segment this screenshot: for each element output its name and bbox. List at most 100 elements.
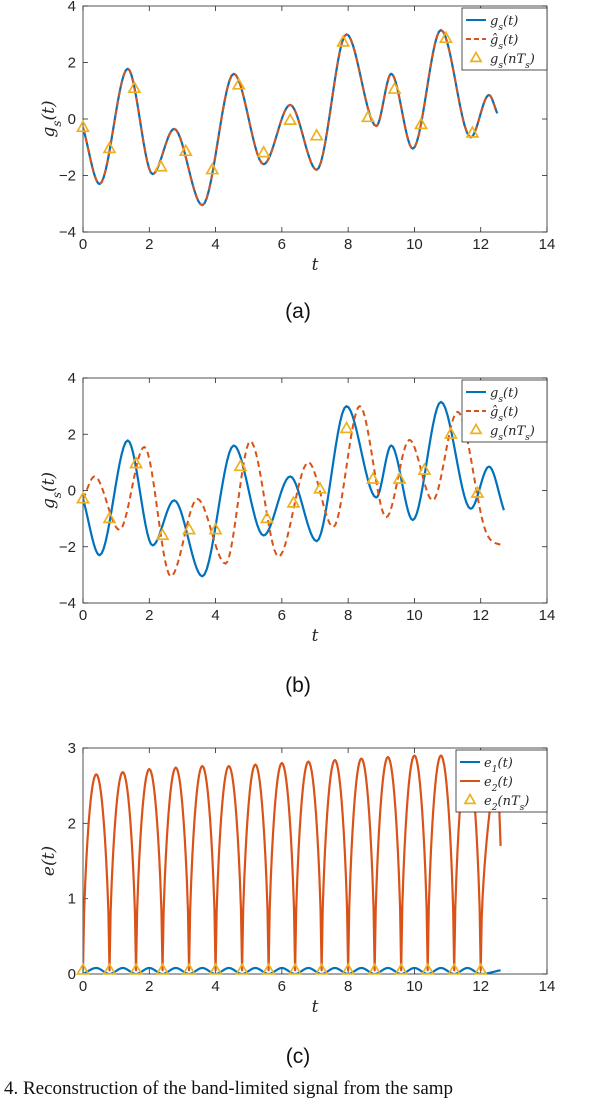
x-tick-label-b-5: 10 bbox=[406, 607, 423, 624]
x-tick-label-b-1: 2 bbox=[145, 607, 153, 624]
sample-marker-c-10 bbox=[341, 962, 356, 975]
subfigure-label-c: (c) bbox=[286, 1045, 311, 1068]
figure-caption: 4. Reconstruction of the band-limited si… bbox=[4, 1078, 453, 1098]
x-tick-label-a-5: 10 bbox=[406, 236, 423, 253]
sample-marker-c-1 bbox=[102, 962, 117, 975]
x-tick-label-b-4: 8 bbox=[344, 607, 352, 624]
y-tick-label-c-0: 0 bbox=[68, 966, 76, 983]
sample-marker-b-8 bbox=[286, 495, 301, 508]
sample-marker-a-1 bbox=[102, 140, 117, 154]
x-tick-label-c-6: 12 bbox=[472, 978, 489, 995]
series-line-a-1 bbox=[83, 29, 499, 207]
y-tick-label-c-3: 3 bbox=[68, 740, 76, 757]
y-tick-label-a-0: −4 bbox=[59, 224, 76, 241]
x-tick-label-a-4: 8 bbox=[344, 236, 352, 253]
sample-marker-a-6 bbox=[231, 77, 246, 90]
legend-swatch-a-2 bbox=[469, 50, 483, 63]
legend-label-b-2: gs(nTs) bbox=[490, 424, 535, 443]
subfigure-label-a: (a) bbox=[285, 300, 311, 323]
sample-marker-a-2 bbox=[127, 80, 142, 94]
y-tick-label-a-2: 0 bbox=[68, 111, 76, 128]
sample-marker-a-14 bbox=[438, 30, 453, 44]
sample-marker-c-14 bbox=[447, 962, 462, 975]
sample-marker-c-3 bbox=[155, 962, 170, 975]
chart-panel-b: 0 2 4 6 8 10 12 14−4−2024tgs(t)gs(t)ĝs(t)gs(nTs… bbox=[39, 370, 555, 646]
legend-label-c-2: e2(nTs) bbox=[484, 794, 529, 813]
sample-marker-b-10 bbox=[339, 420, 354, 434]
y-tick-label-a-3: 2 bbox=[68, 55, 76, 72]
legend-label-b-1: ĝs(t) bbox=[490, 405, 518, 424]
series-layer-a bbox=[83, 28, 499, 207]
sample-marker-c-7 bbox=[261, 962, 276, 975]
sample-marker-c-15 bbox=[473, 962, 488, 975]
y-axis-label-b: gs(t) bbox=[39, 472, 64, 509]
sample-marker-b-15 bbox=[470, 485, 485, 498]
y-tick-label-c-1: 1 bbox=[68, 891, 76, 908]
legend-box-c bbox=[455, 749, 548, 813]
sample-marker-b-11 bbox=[366, 471, 380, 484]
sample-marker-a-4 bbox=[178, 143, 193, 157]
sample-marker-b-14 bbox=[443, 426, 458, 439]
legend-label-c-0: e1(t) bbox=[484, 756, 513, 775]
sample-marker-b-13 bbox=[417, 462, 432, 475]
y-tick-label-a-4: 4 bbox=[68, 0, 76, 15]
x-tick-label-a-2: 4 bbox=[211, 236, 219, 253]
sample-marker-a-10 bbox=[336, 34, 351, 47]
x-tick-label-c-0: 0 bbox=[79, 978, 87, 995]
x-axis-label-c: t bbox=[312, 997, 319, 1017]
y-tick-label-b-0: −4 bbox=[59, 595, 76, 612]
x-tick-label-c-4: 8 bbox=[344, 978, 352, 995]
sample-marker-c-13 bbox=[420, 962, 435, 975]
x-tick-label-a-7: 14 bbox=[539, 236, 556, 253]
sample-marker-a-0 bbox=[76, 119, 90, 133]
sample-marker-a-3 bbox=[153, 159, 168, 172]
x-tick-label-a-3: 6 bbox=[278, 236, 286, 253]
y-tick-label-c-2: 2 bbox=[68, 815, 76, 832]
sample-marker-a-5 bbox=[205, 162, 220, 175]
sample-marker-b-2 bbox=[129, 456, 144, 469]
chart-panel-a: 0 2 4 6 8 10 12 14−4−2024tgs(t)gs(t)ĝs(t)gs(nTs… bbox=[39, 0, 555, 275]
sample-marker-b-12 bbox=[392, 471, 407, 484]
sample-marker-b-3 bbox=[155, 527, 170, 541]
sample-marker-b-9 bbox=[312, 481, 327, 494]
legend-b: gs(t)ĝs(t)gs(nTs) bbox=[461, 379, 548, 443]
x-tick-label-b-3: 6 bbox=[278, 607, 286, 624]
sample-marker-c-5 bbox=[208, 962, 223, 975]
x-tick-label-c-3: 6 bbox=[278, 978, 286, 995]
y-axis-label-c: e(t) bbox=[39, 846, 59, 876]
sample-marker-a-11 bbox=[361, 109, 376, 123]
legend-a: gs(t)ĝs(t)gs(nTs) bbox=[461, 7, 548, 71]
sample-marker-b-4 bbox=[182, 522, 197, 535]
x-tick-label-a-0: 0 bbox=[79, 236, 87, 253]
x-tick-label-a-1: 2 bbox=[145, 236, 153, 253]
sample-marker-b-7 bbox=[259, 510, 274, 524]
x-axis-label-a: t bbox=[312, 255, 319, 275]
y-tick-label-a-1: −2 bbox=[59, 168, 76, 185]
sample-marker-a-12 bbox=[387, 81, 402, 94]
sample-marker-c-0 bbox=[76, 962, 90, 975]
x-tick-label-c-1: 2 bbox=[145, 978, 153, 995]
series-line-c-1 bbox=[83, 754, 502, 972]
legend-label-c-1: e2(t) bbox=[484, 775, 513, 794]
y-tick-label-b-1: −2 bbox=[59, 539, 76, 556]
legend-c: e1(t)e2(t)e2(nTs) bbox=[455, 749, 548, 813]
sample-marker-a-13 bbox=[414, 116, 429, 130]
x-tick-label-b-6: 12 bbox=[472, 607, 489, 624]
legend-swatch-c-2 bbox=[463, 792, 477, 805]
sample-marker-a-8 bbox=[283, 112, 298, 125]
sample-marker-c-12 bbox=[394, 962, 409, 975]
x-tick-label-a-6: 12 bbox=[472, 236, 489, 253]
sample-marker-a-9 bbox=[309, 128, 324, 141]
sample-marker-c-8 bbox=[288, 962, 303, 975]
sample-marker-c-9 bbox=[314, 962, 329, 975]
legend-label-a-0: gs(t) bbox=[490, 14, 518, 33]
y-tick-label-b-4: 4 bbox=[68, 370, 76, 387]
x-tick-label-b-0: 0 bbox=[79, 607, 87, 624]
y-axis-label-a: gs(t) bbox=[39, 100, 64, 137]
x-tick-label-c-2: 4 bbox=[211, 978, 219, 995]
y-tick-label-b-3: 2 bbox=[68, 426, 76, 443]
legend-swatch-b-2 bbox=[469, 422, 483, 435]
legend-label-a-1: ĝs(t) bbox=[490, 33, 518, 52]
